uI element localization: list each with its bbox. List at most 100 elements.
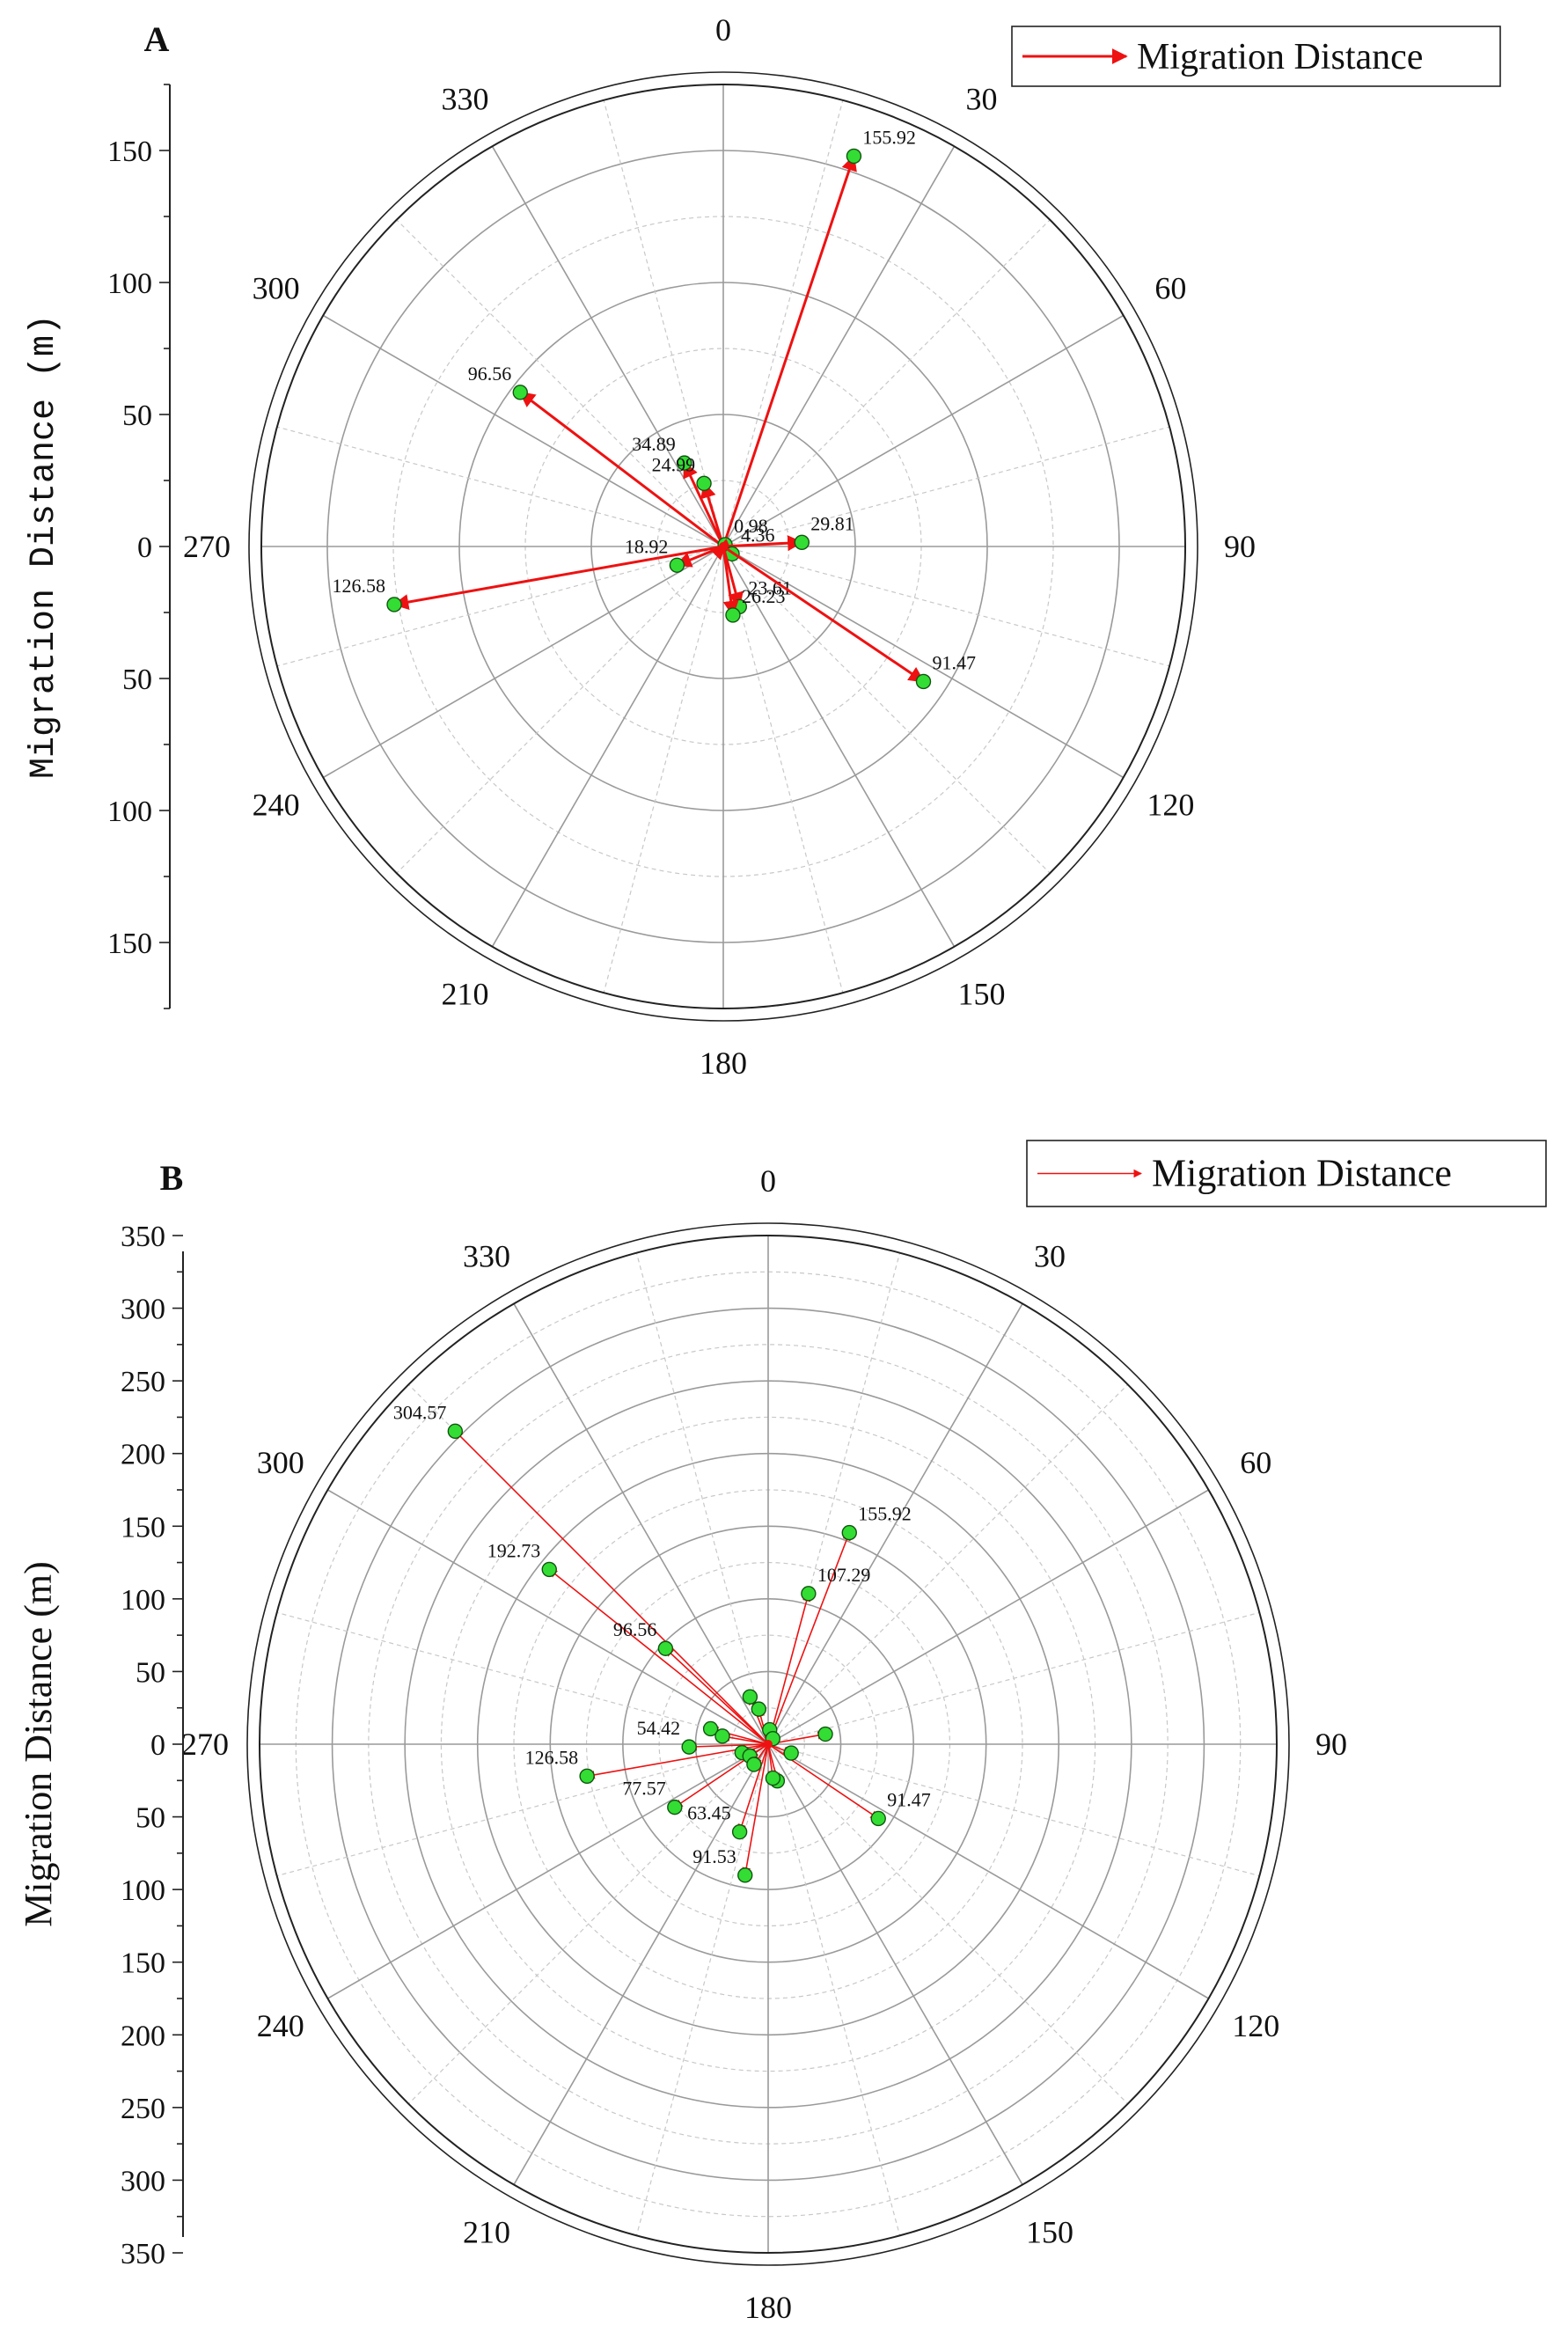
endpoint-marker [737,1867,753,1883]
migration-vector [722,1733,769,1745]
major-grid-spoke [513,1303,769,1745]
minor-grid-spoke [635,1252,769,1745]
major-grid-spoke [491,145,724,547]
radial-tick-label: 50 [122,664,152,696]
endpoint-marker [746,1757,762,1772]
angle-tick-label: 210 [463,2214,510,2249]
migration-vector [742,1743,769,1876]
major-grid-spoke [722,546,1125,779]
data-label: 304.57 [393,1401,447,1423]
radial-tick-label: 100 [121,1874,165,1907]
major-grid-spoke [767,1489,1209,1745]
minor-grid-spoke [767,1743,901,2236]
panel-label: B [160,1158,184,1198]
radial-tick-label: 50 [136,1656,165,1689]
endpoint-marker [794,534,810,551]
endpoint-marker [751,1701,767,1717]
radial-tick-label: 50 [122,400,152,432]
endpoint-marker [696,475,712,492]
migration-vector [767,1531,851,1745]
data-label: 0.98 [734,515,768,537]
radial-tick-label: 50 [136,1802,165,1835]
minor-grid-spoke [767,1611,1260,1745]
data-label: 4.36 [741,524,775,546]
migration-vector [392,545,724,610]
endpoint-marker [731,1823,748,1840]
minor-grid-spoke [722,546,1051,874]
data-label: 77.57 [622,1778,666,1800]
major-grid-spoke [767,1743,1023,2185]
migration-vector [722,535,804,552]
radial-tick-label: 0 [150,1729,165,1762]
angle-tick-label: 0 [760,1163,776,1199]
legend-label: Migration Distance [1137,37,1423,77]
radial-tick-label: 100 [107,268,152,300]
endpoint-marker [447,1423,464,1440]
major-grid-spoke [722,145,956,547]
major-grid-spoke [767,1303,1023,1745]
migration-vector [722,154,857,547]
endpoint-marker [742,1689,758,1705]
legend: Migration Distance [1011,26,1501,87]
minor-grid-spoke [396,219,724,547]
minor-grid-spoke [407,1743,769,2105]
migration-vector [454,1430,769,1745]
minor-grid-spoke [635,1743,769,2236]
data-label: 192.73 [487,1539,541,1561]
angle-tick-label: 240 [257,2008,304,2043]
angle-tick-label: 210 [442,976,489,1011]
data-label: 126.58 [333,575,386,597]
angle-tick-label: 90 [1224,529,1256,564]
data-label: 91.53 [692,1845,736,1867]
panel-label: A [144,19,170,59]
data-label: 34.89 [632,433,676,455]
endpoint-marker [681,1739,697,1755]
minor-grid-spoke [276,1611,769,1745]
data-label: 91.47 [932,651,976,673]
migration-vector [664,1647,769,1745]
minor-grid-spoke [767,1743,1260,1877]
migration-vector [518,391,724,548]
data-label: 96.56 [613,1618,657,1640]
data-label: 155.92 [862,126,915,148]
endpoint-marker [657,1640,674,1656]
radial-tick-label: 350 [121,1221,165,1253]
endpoint-marker [817,1726,833,1742]
angle-tick-label: 30 [1034,1239,1066,1274]
migration-vector [722,546,739,617]
data-label: 29.81 [810,512,854,534]
legend-label: Migration Distance [1152,1152,1452,1195]
endpoint-marker [667,1799,683,1815]
y-axis-label: Migration Distance (m) [17,1561,60,1926]
migration-vector [737,1743,769,1833]
outer-tick-ring [248,71,1198,1022]
angle-tick-label: 60 [1154,271,1186,306]
minor-grid-spoke [603,546,724,994]
endpoint-marker [702,1720,719,1737]
endpoint-marker [579,1768,595,1784]
polar-chart-a: A 0 30 60 90 120 150 180 210 240 270 300 330 0 50 50 100… [25,12,1501,1081]
angle-tick-label: 60 [1240,1445,1271,1480]
data-label: 63.45 [687,1802,731,1824]
angle-tick-label: 330 [463,1239,510,1274]
angle-tick-label: 30 [966,82,998,117]
radial-tick-label: 150 [107,928,152,960]
data-label: 18.92 [625,535,669,557]
minor-grid-spoke [722,426,1170,547]
radial-tick-label: 0 [137,532,152,564]
endpoint-marker [677,455,692,471]
major-grid-spoke [722,546,956,948]
minor-grid-spoke [767,1743,1129,2105]
migration-vector [700,481,725,547]
major-grid-spoke [722,314,1125,547]
migration-vector [767,1592,811,1745]
minor-grid-spoke [722,546,1170,667]
data-label: 91.47 [887,1788,930,1810]
outer-tick-ring [246,1222,1290,2266]
minor-grid-spoke [767,1252,901,1745]
data-label: 107.29 [817,1564,871,1586]
minor-grid-spoke [276,426,724,547]
outer-frame [260,84,1186,1009]
migration-vector [722,545,925,683]
